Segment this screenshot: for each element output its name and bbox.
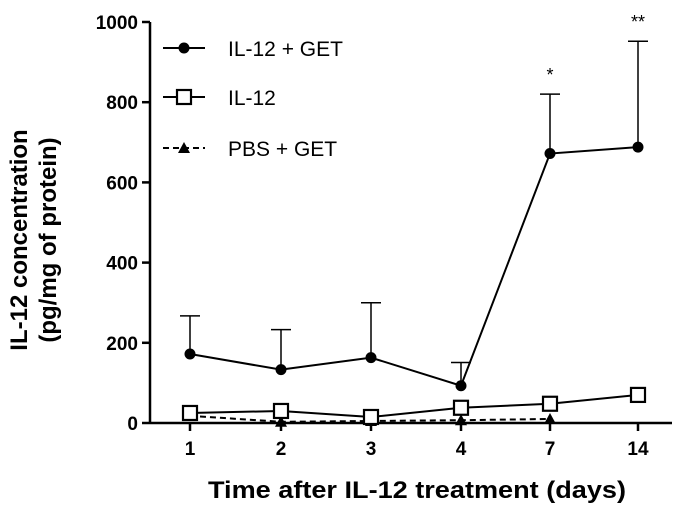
legend-item: IL-12 — [163, 87, 276, 110]
series-line — [189, 146, 639, 387]
data-point — [175, 88, 193, 106]
data-point — [544, 148, 556, 160]
x-tick-label: 4 — [456, 439, 467, 460]
significance-mark: * — [546, 65, 553, 85]
legend-label: PBS + GET — [228, 138, 337, 161]
data-point — [541, 395, 559, 412]
legend-item: IL-12 + GET — [163, 38, 343, 61]
x-axis: 1 2 3 4 7 14 — [150, 421, 672, 460]
data-point — [275, 364, 287, 376]
y-tick-label: 1000 — [96, 13, 138, 34]
series-il-12 — [181, 386, 647, 426]
x-tick-label: 3 — [366, 439, 377, 460]
data-point — [629, 386, 647, 404]
data-point — [362, 408, 380, 426]
data-point — [452, 399, 470, 416]
y-tick-label: 200 — [106, 334, 138, 355]
data-point — [455, 414, 467, 426]
data-point — [632, 141, 644, 153]
legend: IL-12 + GET IL-12 PBS + GET — [163, 38, 343, 161]
y-tick-label: 0 — [127, 414, 138, 435]
legend-item: PBS + GET — [163, 138, 337, 161]
data-point — [272, 402, 290, 420]
x-tick-label: 14 — [627, 439, 649, 460]
significance-annotations: *** — [546, 12, 645, 85]
data-point — [184, 348, 196, 360]
series-line — [189, 393, 639, 418]
legend-label: IL-12 — [228, 87, 276, 110]
series-group — [180, 40, 648, 427]
y-axis-title-line1: IL-12 concentration — [6, 129, 33, 350]
x-tick-label: 2 — [276, 439, 287, 460]
data-point — [178, 142, 190, 153]
data-point — [275, 415, 287, 427]
significance-mark: ** — [631, 12, 645, 32]
y-tick-label: 600 — [106, 173, 138, 194]
legend-label: IL-12 + GET — [228, 38, 343, 61]
y-tick-label: 800 — [106, 93, 138, 114]
x-tick-label: 7 — [545, 439, 556, 460]
data-point — [365, 352, 377, 364]
y-axis-title-line2: (pg/mg of protein) — [35, 137, 62, 342]
data-point — [455, 380, 467, 392]
series-il-12-get — [180, 40, 648, 392]
data-point — [178, 42, 190, 54]
x-axis-title: Time after IL-12 treatment (days) — [208, 477, 626, 504]
data-point — [544, 412, 556, 424]
y-tick-label: 400 — [106, 254, 138, 275]
data-point — [181, 404, 199, 422]
x-tick-label: 1 — [185, 439, 196, 460]
y-axis: 0 200 400 600 800 1000 — [96, 13, 152, 435]
